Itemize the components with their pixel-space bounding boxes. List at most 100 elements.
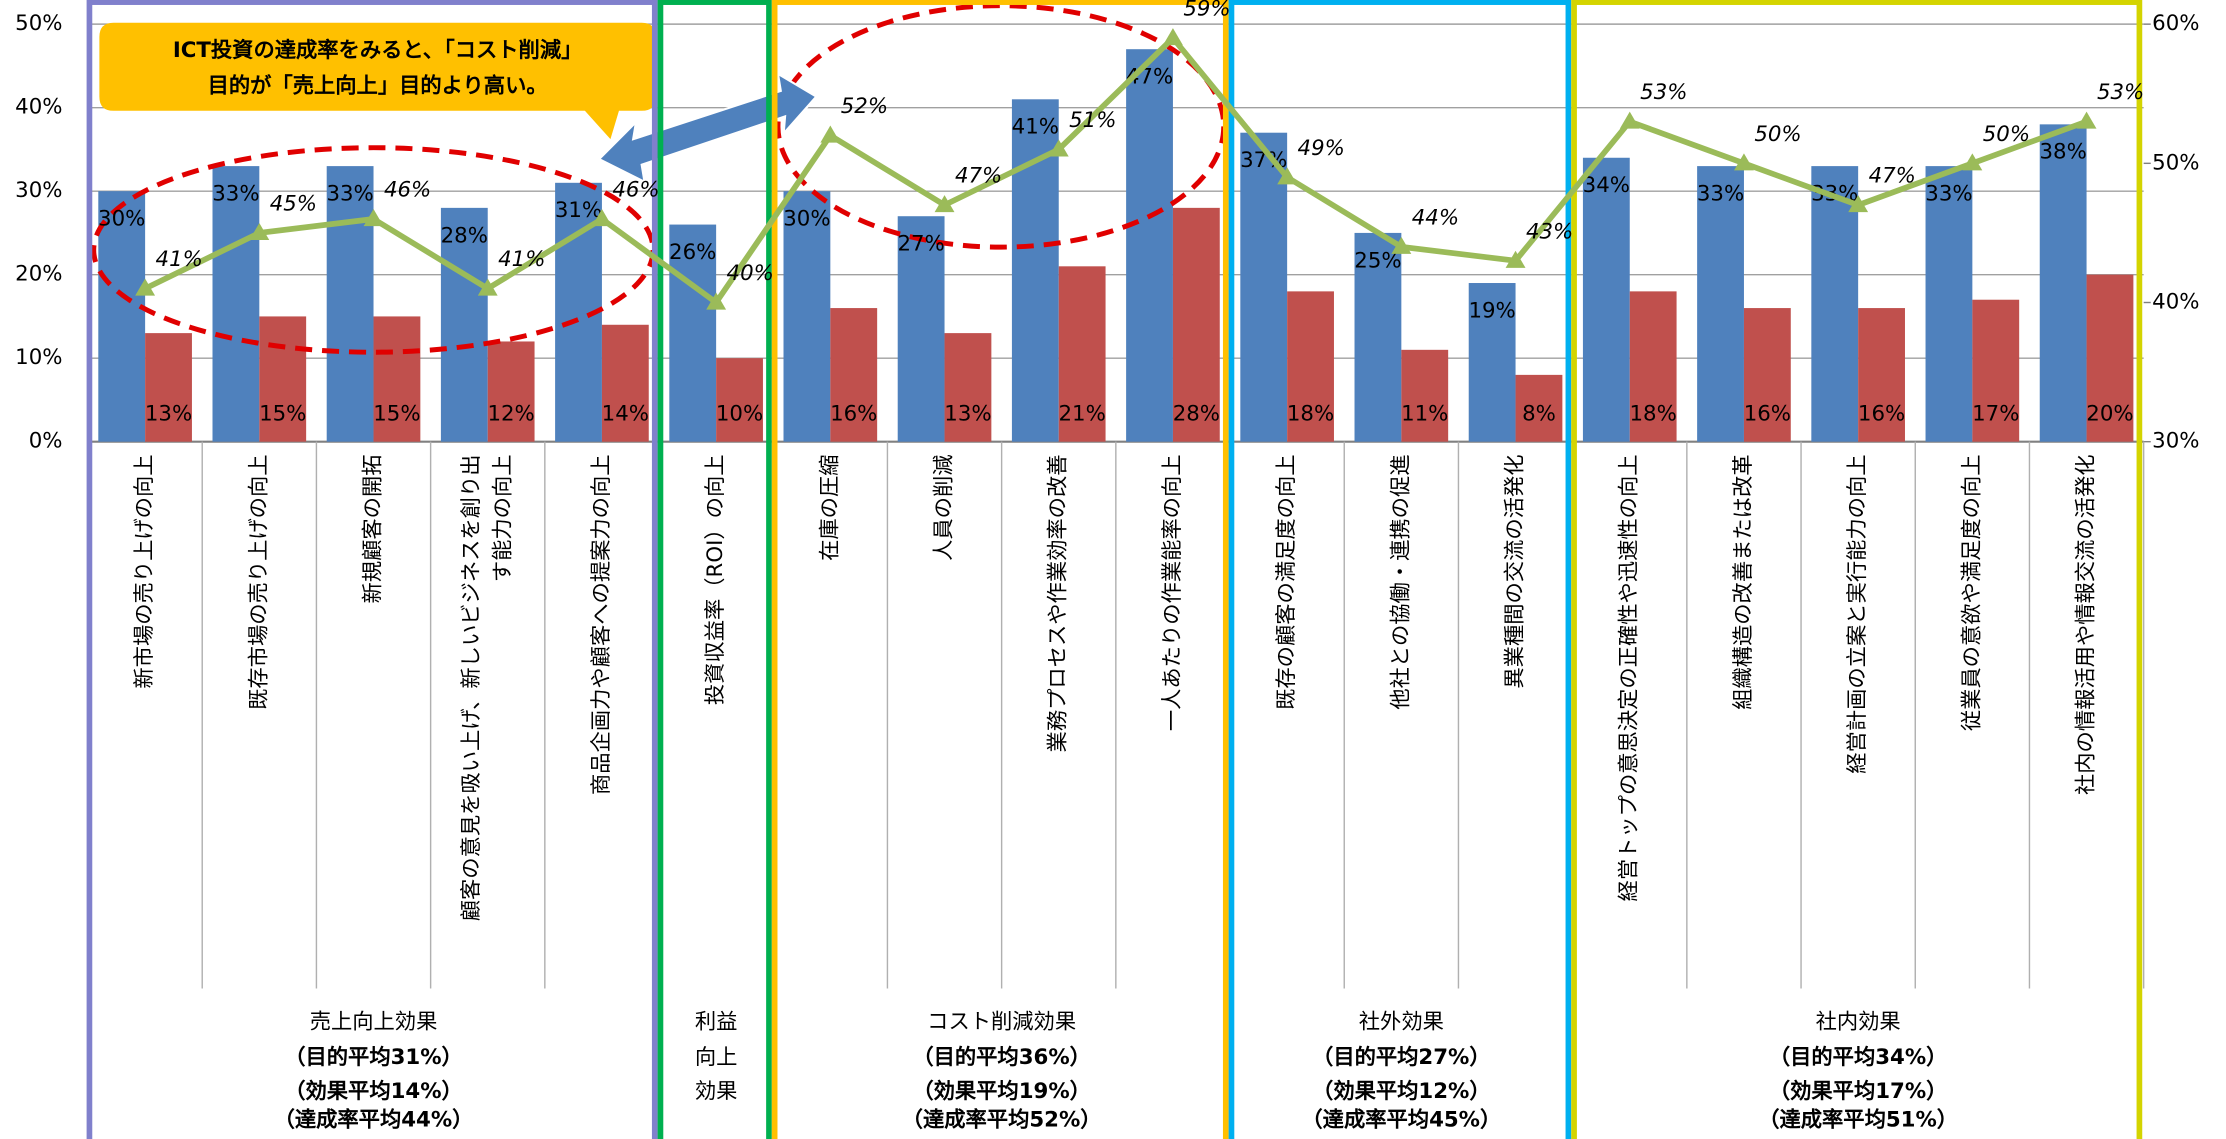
value-label: 53% xyxy=(2097,80,2144,105)
value-label: 50% xyxy=(1983,122,2030,147)
bar xyxy=(944,333,992,442)
line-marker xyxy=(477,278,498,296)
value-label: 50% xyxy=(1754,122,1801,147)
bar xyxy=(1743,308,1791,442)
group-label: 利益 xyxy=(695,1010,738,1035)
group-frame xyxy=(86,0,658,1139)
bar xyxy=(145,333,192,442)
y2-tick-label: 30% xyxy=(2152,429,2199,454)
marks xyxy=(98,49,2134,442)
bar xyxy=(1287,291,1334,442)
x-tick-label: 新規顧客の開拓 xyxy=(361,454,386,603)
value-label: 47% xyxy=(955,164,1002,189)
bar xyxy=(830,308,878,442)
x-tick-label: 人員の削減 xyxy=(932,454,957,560)
bar xyxy=(259,316,307,442)
value-label: 18% xyxy=(1630,402,1677,427)
value-label: 59% xyxy=(1183,0,1230,22)
x-tick-label: 顧客の意見を吸い上げ、新しいビジネスを創り出 す能力の向上 xyxy=(459,454,515,921)
line-marker xyxy=(1962,153,1983,171)
line-marker xyxy=(820,125,841,143)
value-label: 49% xyxy=(1298,136,1345,161)
bar xyxy=(2086,274,2134,442)
line-marker xyxy=(1734,153,1754,171)
group-note: （達成率平均44%） xyxy=(274,1107,474,1133)
value-label: 51% xyxy=(1069,108,1116,133)
x-tick-label: 投資収益率（ROI）の向上 xyxy=(703,454,728,705)
bar xyxy=(1354,232,1402,442)
value-label: 41% xyxy=(156,247,203,272)
value-label: 52% xyxy=(841,94,888,119)
group-note: （効果平均14%） xyxy=(284,1078,463,1104)
group-frame xyxy=(657,0,772,1139)
value-label: 30% xyxy=(783,207,830,232)
bar xyxy=(1515,374,1563,442)
value-label: 43% xyxy=(1526,219,1573,244)
group-label: 効果 xyxy=(695,1079,738,1104)
value-label: 16% xyxy=(1858,402,1905,427)
value-label: 20% xyxy=(2086,402,2133,427)
x-tick-label: 他社との協働・連携の促進 xyxy=(1388,454,1413,709)
value-label: 33% xyxy=(1697,182,1744,207)
x-tick-label: 異業種間の交流の活発化 xyxy=(1503,454,1528,688)
group-note: （達成率平均45%） xyxy=(1301,1107,1501,1133)
line-marker xyxy=(591,209,612,227)
group-label: 社外効果 xyxy=(1359,1010,1444,1035)
bar xyxy=(1925,166,1973,442)
line xyxy=(143,33,2088,307)
overlay: 30%33% 33%28%31%26%30%27%41%47%37%25%19%3… xyxy=(86,0,2144,1139)
line-marker xyxy=(1277,167,1298,185)
group-frame xyxy=(1228,0,1572,1139)
bar xyxy=(1468,283,1516,442)
value-label: 38% xyxy=(2039,140,2086,165)
x-tick-label: 商品企画力や顧客への提案力の向上 xyxy=(589,454,614,795)
value-label: 44% xyxy=(1412,205,1459,230)
group-label: 社内効果 xyxy=(1816,1010,1901,1035)
value-label: 13% xyxy=(145,402,192,427)
bar xyxy=(897,216,945,442)
value-label: 19% xyxy=(1468,298,1515,323)
x-tick-label: 業務プロセスや作業効率の改善 xyxy=(1046,454,1071,752)
x-tick-label: 一人あたりの作業能率の向上 xyxy=(1160,454,1185,731)
group-note: （目的平均27%） xyxy=(1312,1044,1491,1070)
line-marker xyxy=(706,292,727,310)
x-tick-label: 社内の情報活用や情報交流の活発化 xyxy=(2074,454,2099,795)
value-label: 8% xyxy=(1522,402,1556,427)
y-tick-label: 0% xyxy=(29,429,63,454)
group-note: （目的平均34%） xyxy=(1769,1044,1948,1070)
bar xyxy=(326,166,374,442)
line-marker xyxy=(1619,111,1640,129)
line-marker xyxy=(1505,250,1526,268)
line-marker xyxy=(1391,236,1412,254)
value-label: 18% xyxy=(1287,402,1334,427)
bar xyxy=(1058,266,1106,442)
value-label: 28% xyxy=(441,223,488,248)
value-label: 53% xyxy=(1640,80,1687,105)
value-label: 46% xyxy=(384,178,431,203)
y-tick-label: 40% xyxy=(15,95,62,120)
value-label: 47% xyxy=(1869,164,1916,189)
callout xyxy=(99,22,656,140)
bar xyxy=(1629,291,1677,442)
value-label: 17% xyxy=(1972,402,2019,427)
value-label: 21% xyxy=(1058,402,1105,427)
line-marker xyxy=(1848,195,1869,213)
line-marker xyxy=(934,195,955,213)
group-label: 向上 xyxy=(695,1045,738,1070)
value-label: 15% xyxy=(259,402,306,427)
bar xyxy=(2039,124,2087,442)
y2-tick-label: 50% xyxy=(2152,150,2199,175)
line-marker xyxy=(363,209,384,227)
group-note: （目的平均36%） xyxy=(912,1044,1091,1070)
bar xyxy=(1401,349,1449,442)
value-label: 45% xyxy=(270,192,317,217)
x-tick-label: 経営トップの意思決定の正確性や迅速性の向上 xyxy=(1617,454,1642,901)
x-tick-label: 新市場の売り上げの向上 xyxy=(132,454,157,688)
value-label: 14% xyxy=(602,402,649,427)
value-label: 33% xyxy=(212,182,259,207)
bar xyxy=(601,324,649,442)
group-label: コスト削減効果 xyxy=(927,1010,1076,1035)
value-label: 11% xyxy=(1401,402,1448,427)
bar xyxy=(212,166,260,442)
